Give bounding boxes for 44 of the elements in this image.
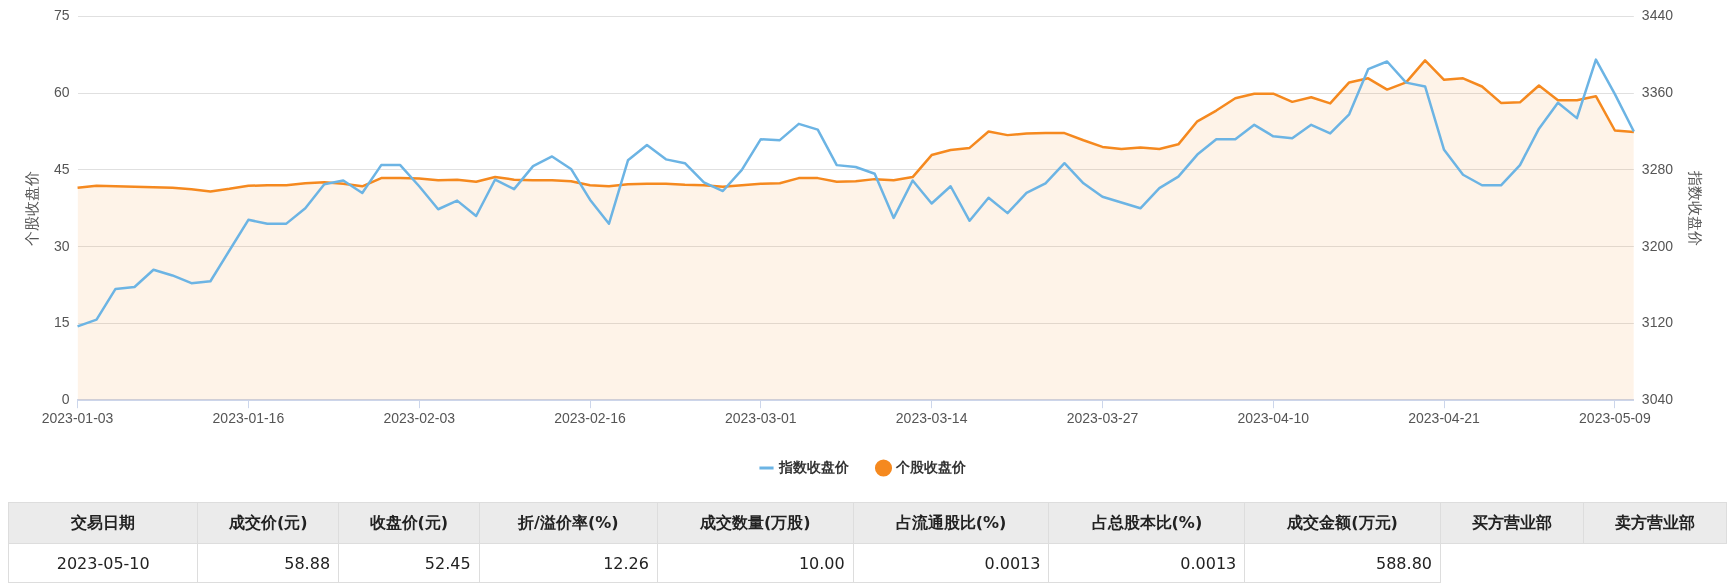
y-tick-label: 75 <box>53 7 70 24</box>
y-tick-label: 60 <box>53 84 70 101</box>
category-label: 占流通股比(%) <box>853 502 1049 544</box>
category-label: 折/溢价率(%) <box>479 502 658 544</box>
category-label: 成交价(元) <box>197 502 339 544</box>
y2-tick-label: 3040 <box>1641 391 1674 408</box>
x-tick-label: 2023-03-14 <box>895 410 968 427</box>
category-label: 收盘价(元) <box>338 502 480 544</box>
x-tick-label: 2023-01-03 <box>41 410 114 427</box>
text: 0.0013 <box>1048 543 1245 583</box>
y-tick-label: 45 <box>53 160 70 177</box>
category-label: 卖方营业部 <box>1583 502 1727 544</box>
text: 10.00 <box>657 543 854 583</box>
category-label: 成交金额(万元) <box>1244 502 1441 544</box>
text: 2023-05-10 <box>8 543 198 583</box>
y2-tick-label: 3120 <box>1641 314 1674 331</box>
text: 52.45 <box>338 543 480 583</box>
y-tick-label: 0 <box>61 391 70 408</box>
x-tick-label: 2023-05-09 <box>1579 410 1651 427</box>
y2-tick-label: 3200 <box>1641 237 1674 254</box>
category-label: 成交数量(万股) <box>657 502 854 544</box>
text: 58.88 <box>197 543 339 583</box>
text: 0.0013 <box>853 543 1049 583</box>
legend-label: 指数收盘价 <box>777 458 850 475</box>
x-tick-label: 2023-04-21 <box>1408 410 1481 427</box>
y2-tick-label: 3440 <box>1641 7 1674 24</box>
x-tick-label: 2023-03-27 <box>1066 410 1139 427</box>
text: 588.80 <box>1244 543 1441 583</box>
category-label: 交易日期 <box>8 502 198 544</box>
y2-tick-label: 3360 <box>1641 84 1674 101</box>
x-tick-label: 2023-03-01 <box>725 410 797 427</box>
y-tick-label: 30 <box>53 237 70 254</box>
x-tick-label: 2023-02-03 <box>383 410 456 427</box>
x-tick-label: 2023-01-16 <box>212 410 285 427</box>
y2-tick-label: 3280 <box>1641 160 1674 177</box>
category-label: 占总股本比(%) <box>1048 502 1245 544</box>
text: 12.26 <box>479 543 658 583</box>
x-tick-label: 2023-04-10 <box>1237 410 1310 427</box>
category-label: 买方营业部 <box>1440 502 1584 544</box>
y2-axis-title: 指数收盘价 <box>1686 169 1704 246</box>
x-tick-label: 2023-02-16 <box>554 410 627 427</box>
y-tick-label: 15 <box>53 314 70 331</box>
legend-label: 个股收盘价 <box>894 458 967 475</box>
y-axis-title: 个股收盘价 <box>23 170 41 246</box>
